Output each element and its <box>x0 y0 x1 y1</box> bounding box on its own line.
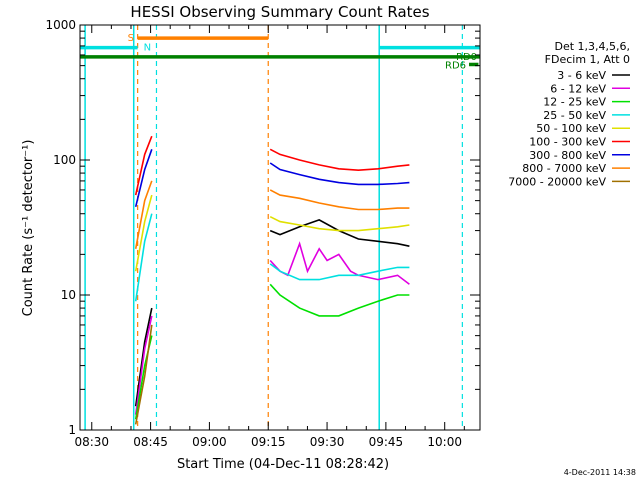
axes: 08:30 08:45 09:00 09:15 09:30 09:45 10:00 1 10 10… <box>45 18 481 449</box>
x-tick-label-6: 10:00 <box>427 435 462 449</box>
series-line-7-seg2 <box>269 189 410 211</box>
flag-label-3: RD0 <box>456 52 477 63</box>
y-tick-label-3: 1000 <box>45 18 76 32</box>
series-line-5-seg1 <box>134 135 153 196</box>
x-tick-label-2: 09:00 <box>192 435 227 449</box>
legend-label-0: 3 - 6 keV <box>557 69 606 82</box>
legend: Det 1,3,4,5,6,FDecim 1, Att 0 3 - 6 keV6 … <box>508 40 630 188</box>
x-axis-label: Start Time (04-Dec-11 08:28:42) <box>177 457 389 472</box>
x-tick-label-3: 09:15 <box>251 435 286 449</box>
series-line-1-seg1 <box>134 315 153 415</box>
x-tick-label-1: 08:45 <box>133 435 168 449</box>
legend-label-7: 800 - 7000 keV <box>522 162 606 175</box>
series-line-6-seg1 <box>134 149 153 207</box>
x-tick-label-5: 09:45 <box>369 435 404 449</box>
legend-label-5: 100 - 300 keV <box>529 136 606 149</box>
chart-title: HESSI Observing Summary Count Rates <box>130 3 429 21</box>
legend-label-2: 12 - 25 keV <box>543 96 606 109</box>
flag-label-0: S <box>128 33 134 44</box>
y-tick-label-0: 1 <box>68 423 76 437</box>
y-axis-label: Count Rate (s⁻¹ detector⁻¹) <box>21 140 36 317</box>
series-line-4-seg1 <box>134 194 153 272</box>
series-line-7-seg1 <box>134 180 153 249</box>
series-line-5-seg2 <box>269 148 410 172</box>
y-tick-label-1: 10 <box>61 288 76 302</box>
legend-label-1: 6 - 12 keV <box>550 82 606 95</box>
legend-label-8: 7000 - 20000 keV <box>508 175 606 188</box>
legend-label-3: 25 - 50 keV <box>543 109 606 122</box>
y-tick-label-2: 100 <box>53 153 76 167</box>
plot-content <box>80 25 480 430</box>
series-line-1-seg2 <box>269 241 410 285</box>
series-line-8-seg1 <box>134 324 153 425</box>
series-line-4-seg2 <box>269 215 410 232</box>
plot-frame <box>79 24 481 431</box>
series-line-0-seg1 <box>134 307 153 407</box>
x-tick-label-4: 09:30 <box>310 435 345 449</box>
legend-label-6: 300 - 800 keV <box>529 149 606 162</box>
legend-label-4: 50 - 100 keV <box>536 122 606 135</box>
legend-header-0: Det 1,3,4,5,6, <box>554 40 630 53</box>
flag-label-4: RD6 <box>445 60 466 71</box>
flag-label-1: N <box>144 43 151 54</box>
series-line-3-seg2 <box>269 263 410 281</box>
series-line-3-seg1 <box>134 213 153 302</box>
footer-timestamp: 4-Dec-2011 14:38 <box>564 468 636 477</box>
x-tick-label-0: 08:30 <box>74 435 109 449</box>
series-line-2-seg2 <box>269 283 410 317</box>
legend-header-1: FDecim 1, Att 0 <box>545 53 630 66</box>
series-line-6-seg2 <box>269 162 410 186</box>
